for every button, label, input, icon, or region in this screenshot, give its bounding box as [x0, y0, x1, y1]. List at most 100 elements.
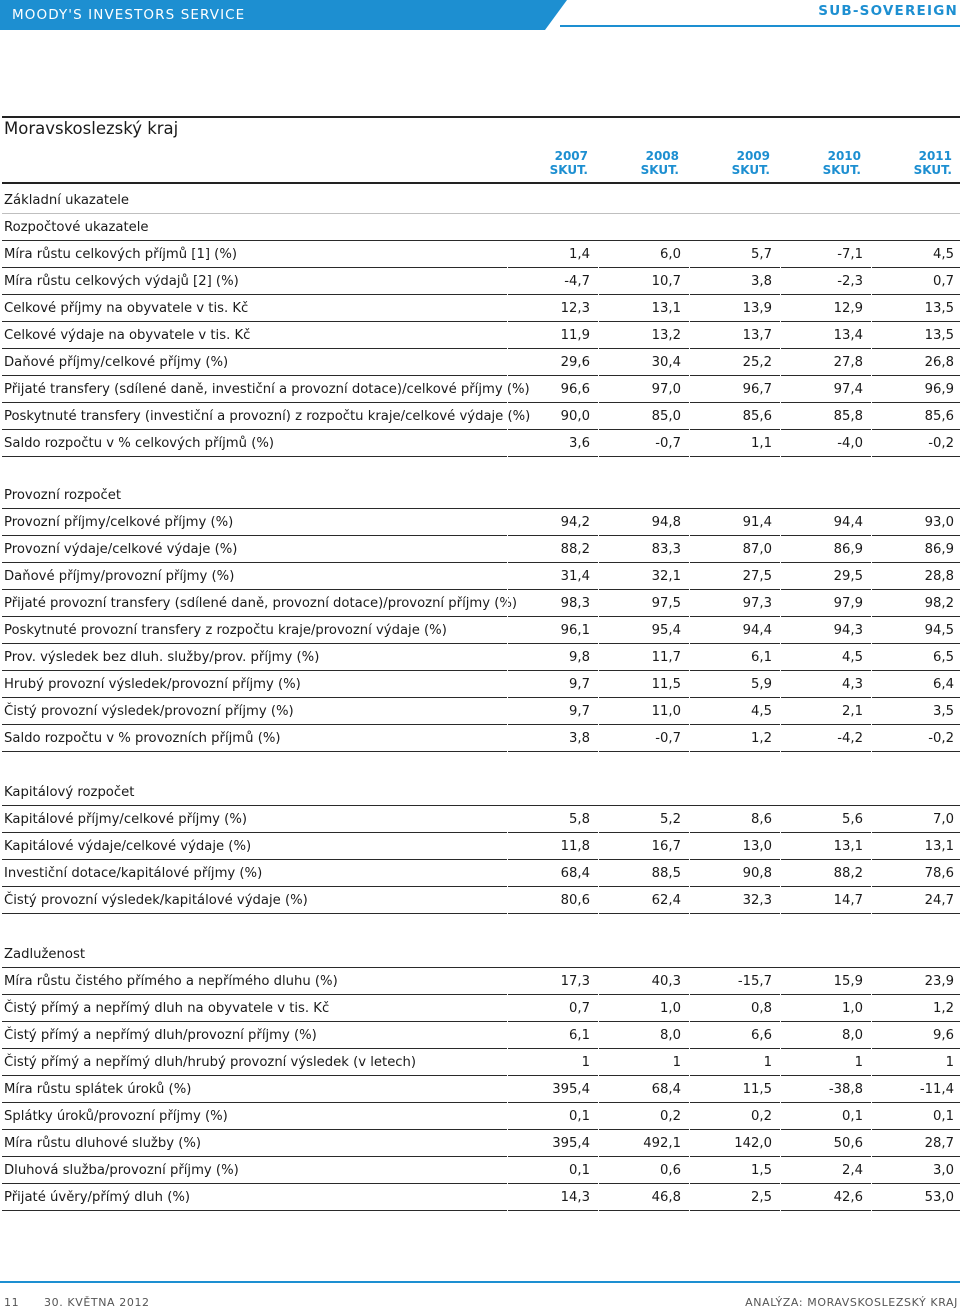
- cell-2010: 4,3: [842, 677, 863, 692]
- cell-divider: [598, 1157, 599, 1184]
- cell-2009: 5,7: [751, 247, 772, 262]
- cell-divider: [780, 1022, 781, 1049]
- cell-divider: [689, 1103, 690, 1130]
- cell-2008: 97,5: [651, 596, 681, 611]
- cell-2008: 40,3: [651, 974, 681, 989]
- cell-2010: 88,2: [833, 866, 863, 881]
- column-header-2008: 2008 SKUT.: [619, 149, 679, 177]
- cell-2009: 2,5: [751, 1190, 772, 1205]
- cell-2011: 6,4: [933, 677, 954, 692]
- cell-divider: [507, 509, 508, 536]
- row-label: Daňové příjmy/celkové příjmy (%): [4, 355, 229, 370]
- cell-2009: 1,1: [751, 436, 772, 451]
- cell-divider: [507, 1049, 508, 1076]
- cell-2007: 80,6: [560, 893, 590, 908]
- cell-2009: 1,5: [751, 1163, 772, 1178]
- cell-divider: [598, 725, 599, 752]
- cell-divider: [871, 995, 872, 1022]
- cell-divider: [598, 322, 599, 349]
- cell-2011: 13,1: [924, 839, 954, 854]
- cell-2011: 3,5: [933, 704, 954, 719]
- cell-2010: 13,1: [833, 839, 863, 854]
- cell-2008: 62,4: [651, 893, 681, 908]
- cell-divider: [780, 833, 781, 860]
- cell-2011: 0,7: [933, 274, 954, 289]
- cell-divider: [689, 1184, 690, 1211]
- cell-divider: [598, 1184, 599, 1211]
- cell-2011: -0,2: [928, 436, 954, 451]
- cell-2010: 2,4: [842, 1163, 863, 1178]
- section-heading-label: Kapitálový rozpočet: [4, 785, 135, 800]
- cell-divider: [507, 349, 508, 376]
- cell-divider: [689, 860, 690, 887]
- cell-2007: 11,8: [560, 839, 590, 854]
- section-heading-label: Provozní rozpočet: [4, 488, 122, 503]
- cell-divider: [871, 1184, 872, 1211]
- cell-2010: 14,7: [833, 893, 863, 908]
- cell-divider: [871, 268, 872, 295]
- cell-divider: [507, 376, 508, 403]
- cell-divider: [780, 1157, 781, 1184]
- cell-2009: 0,2: [751, 1109, 772, 1124]
- cell-divider: [871, 617, 872, 644]
- cell-2011: 7,0: [933, 812, 954, 827]
- table-row: Čistý provozní výsledek/kapitálové výdaj…: [2, 887, 960, 914]
- cell-2011: 86,9: [924, 542, 954, 557]
- cell-divider: [780, 644, 781, 671]
- row-label: Čistý přímý a nepřímý dluh na obyvatele …: [4, 1001, 330, 1016]
- cell-2007: 395,4: [552, 1082, 590, 1097]
- cell-divider: [871, 430, 872, 457]
- cell-2011: 13,5: [924, 328, 954, 343]
- cell-divider: [598, 376, 599, 403]
- cell-divider: [507, 268, 508, 295]
- column-year: 2008: [645, 149, 679, 163]
- cell-divider: [507, 1076, 508, 1103]
- cell-2011: -11,4: [919, 1082, 954, 1097]
- cell-divider: [780, 1130, 781, 1157]
- cell-divider: [689, 403, 690, 430]
- cell-2011: 28,7: [924, 1136, 954, 1151]
- table-row: Míra růstu celkových příjmů [1] (%) 1,4 6,…: [2, 241, 960, 268]
- cell-2009: -15,7: [737, 974, 772, 989]
- cell-2008: 0,2: [660, 1109, 681, 1124]
- page-header: MOODY'S INVESTORS SERVICE SUB-SOVEREIGN: [0, 0, 960, 30]
- row-label: Saldo rozpočtu v % provozních příjmů (%): [4, 731, 281, 746]
- cell-2008: 0,6: [660, 1163, 681, 1178]
- column-type: SKUT.: [549, 163, 588, 177]
- cell-divider: [507, 430, 508, 457]
- cell-2008: 11,5: [651, 677, 681, 692]
- cell-divider: [598, 995, 599, 1022]
- cell-2007: 5,8: [569, 812, 590, 827]
- row-label: Saldo rozpočtu v % celkových příjmů (%): [4, 436, 275, 451]
- row-label: Míra růstu dluhové služby (%): [4, 1136, 202, 1151]
- cell-2009: 8,6: [751, 812, 772, 827]
- row-label: Provozní příjmy/celkové příjmy (%): [4, 515, 234, 530]
- cell-2011: 28,8: [924, 569, 954, 584]
- cell-divider: [507, 671, 508, 698]
- cell-divider: [598, 1103, 599, 1130]
- cell-2009: 96,7: [742, 382, 772, 397]
- cell-divider: [689, 536, 690, 563]
- cell-divider: [507, 725, 508, 752]
- cell-2011: 24,7: [924, 893, 954, 908]
- column-header-2010: 2010 SKUT.: [801, 149, 861, 177]
- cell-2010: 12,9: [833, 301, 863, 316]
- cell-divider: [598, 430, 599, 457]
- cell-2007: 14,3: [560, 1190, 590, 1205]
- row-label: Prov. výsledek bez dluh. služby/prov. př…: [4, 650, 320, 665]
- cell-2009: 85,6: [742, 409, 772, 424]
- cell-divider: [689, 698, 690, 725]
- page-title: Moravskoslezský kraj: [4, 119, 179, 138]
- cell-2011: 9,6: [933, 1028, 954, 1043]
- section-heading-label: Zadluženost: [4, 947, 86, 962]
- cell-divider: [780, 563, 781, 590]
- cell-divider: [689, 1076, 690, 1103]
- cell-divider: [780, 430, 781, 457]
- cell-divider: [689, 509, 690, 536]
- cell-2011: 4,5: [933, 247, 954, 262]
- cell-2010: 1,0: [842, 1001, 863, 1016]
- cell-divider: [689, 376, 690, 403]
- cell-2008: 68,4: [651, 1082, 681, 1097]
- cell-divider: [780, 725, 781, 752]
- cell-divider: [507, 590, 508, 617]
